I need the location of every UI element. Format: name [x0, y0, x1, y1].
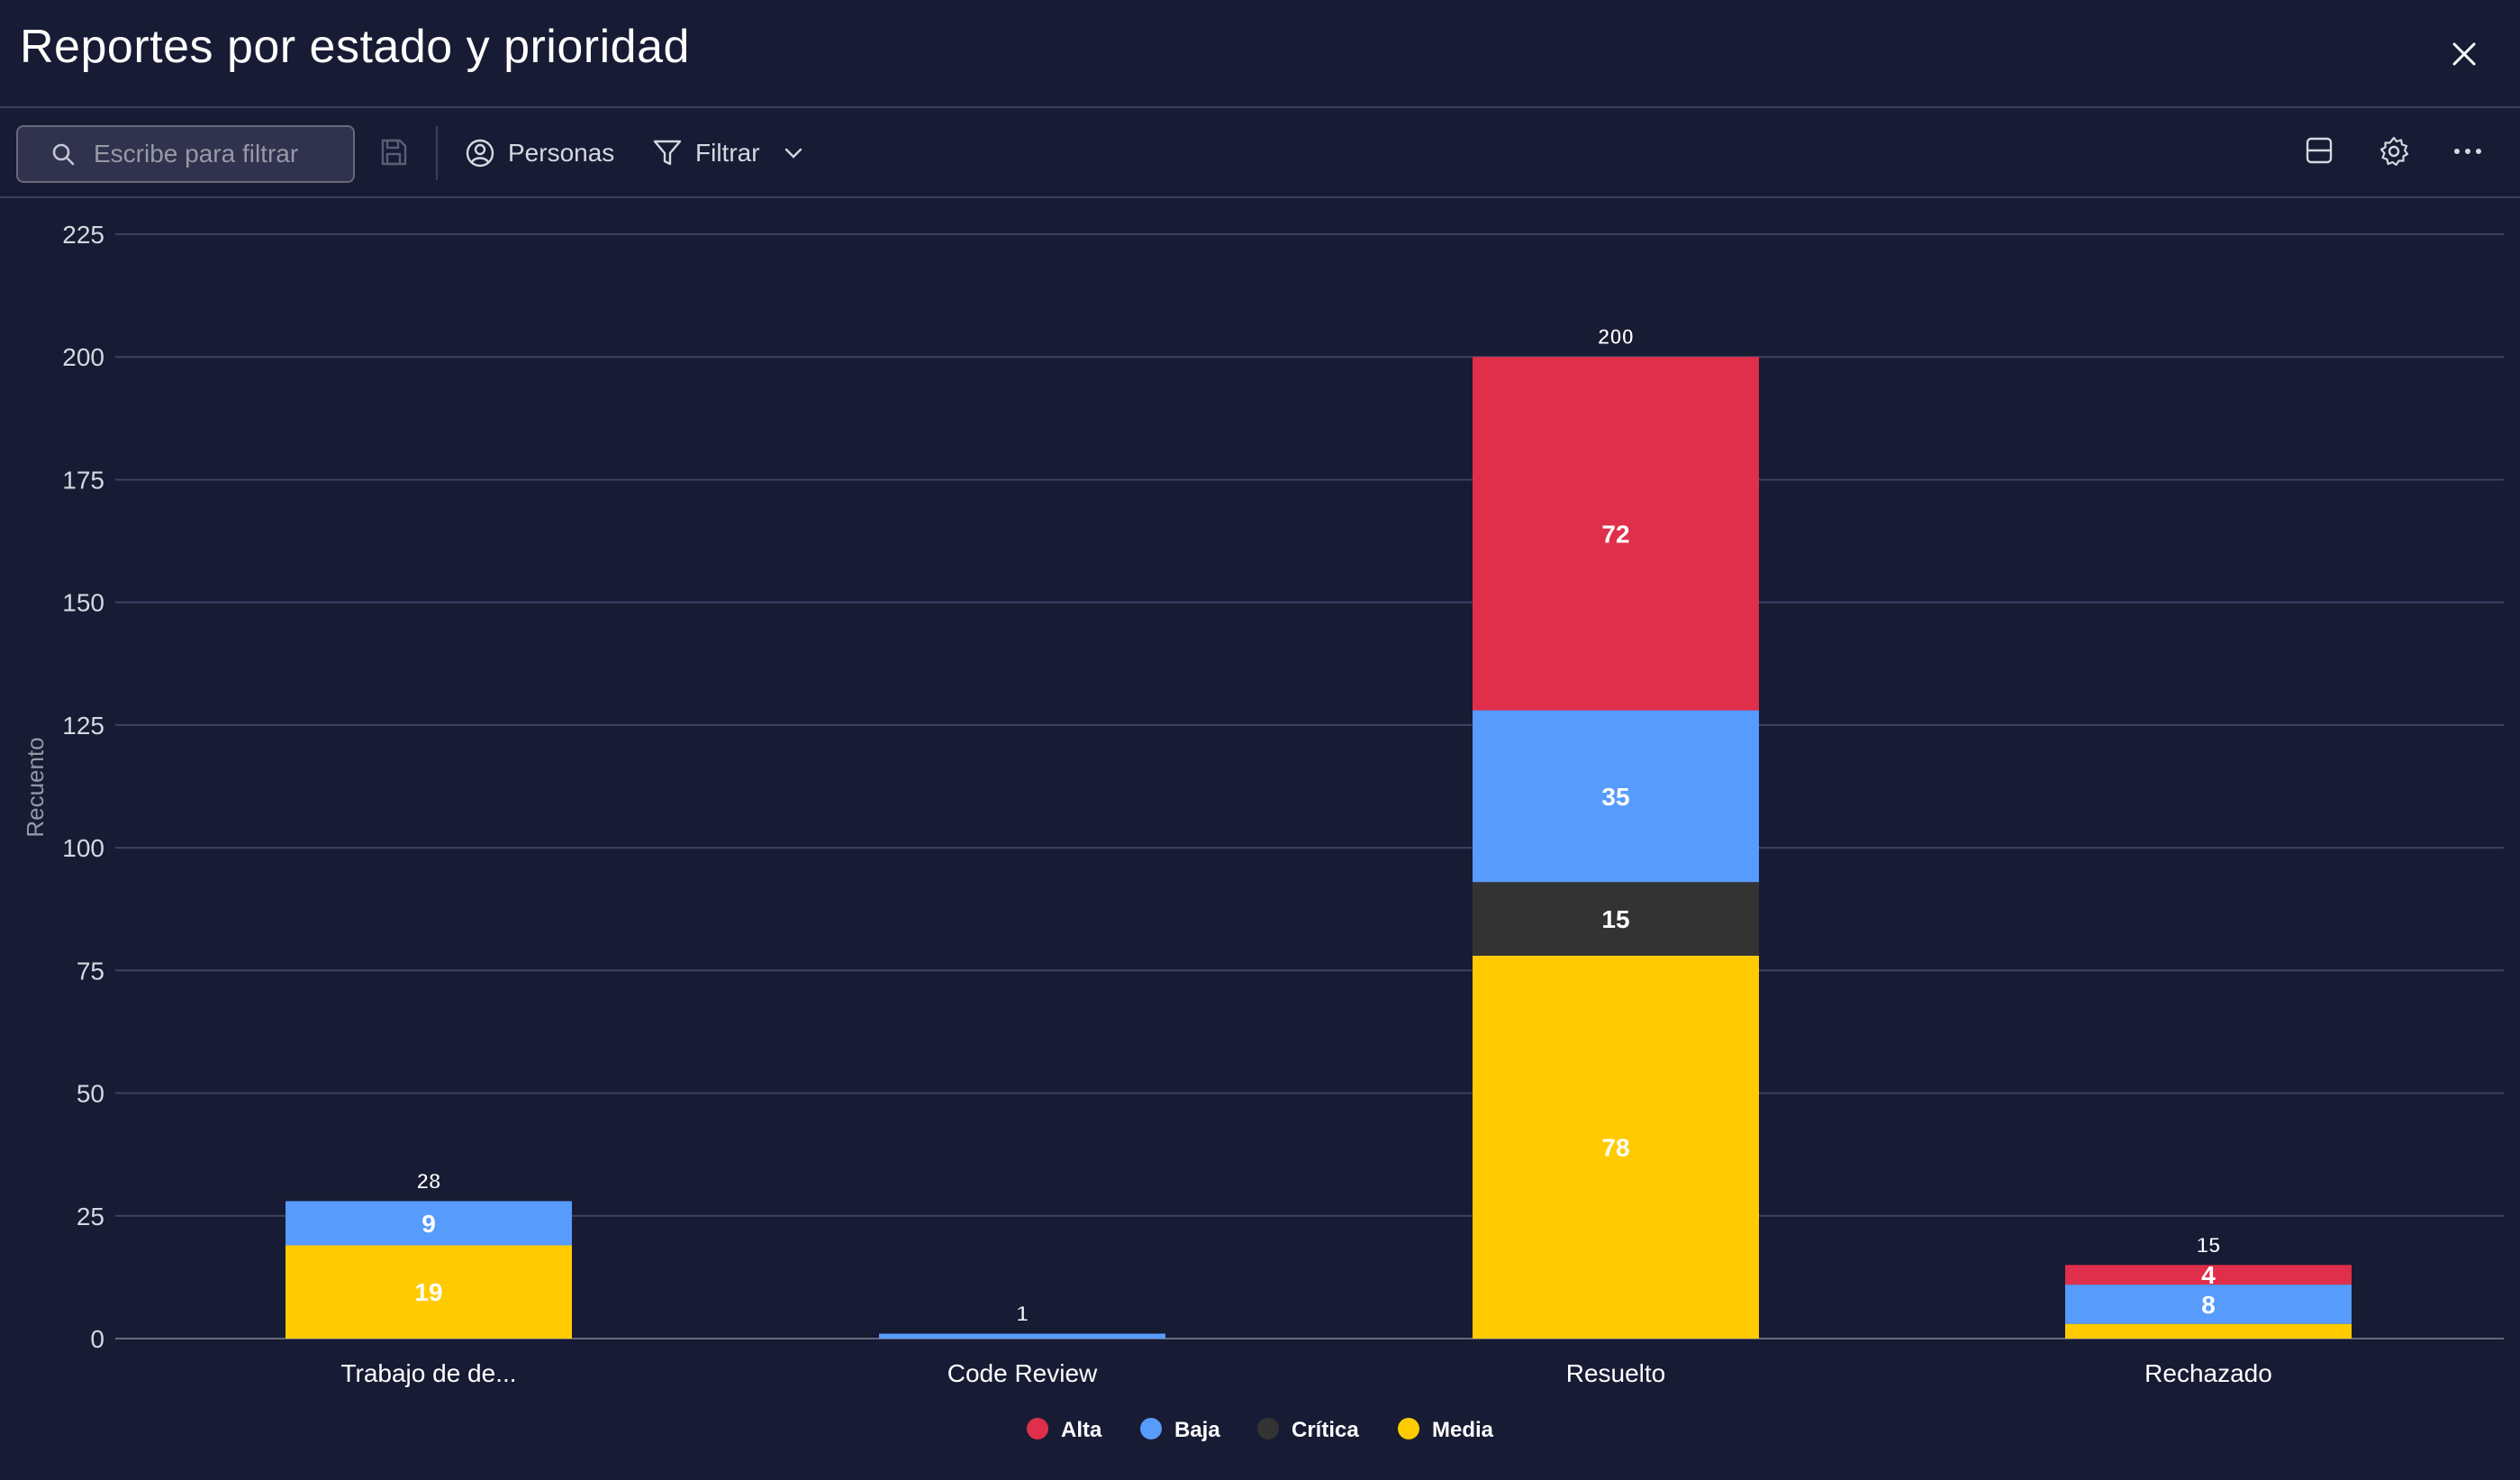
segment-value-label: 19	[414, 1278, 442, 1306]
y-tick-label: 150	[62, 589, 104, 617]
bar-segment-alta	[2065, 1265, 2352, 1285]
filter-label: Filtrar	[695, 139, 760, 167]
close-icon	[2452, 42, 2476, 66]
y-tick-label: 0	[90, 1325, 104, 1353]
bar-segment-baja	[1473, 710, 1759, 883]
bar-segment-media	[2065, 1323, 2352, 1339]
search-box[interactable]	[16, 125, 355, 183]
bar-total-label: 15	[2197, 1233, 2221, 1258]
bar-segment-baja	[286, 1201, 572, 1246]
search-icon	[52, 143, 75, 166]
y-tick-label: 200	[62, 343, 104, 371]
legend-dot-media	[1398, 1418, 1419, 1439]
chart-area: 0 25 50 75 100 125 150 175 200 225 Recuento 19 9 28 Tr…	[0, 200, 2520, 1480]
y-tick-label: 50	[77, 1080, 104, 1108]
bar-segment-alta	[1473, 357, 1759, 711]
x-tick-label: Trabajo de de...	[340, 1359, 516, 1387]
bar-total-label: 1	[1016, 1303, 1028, 1327]
legend-label: Crítica	[1292, 1418, 1359, 1442]
persons-filter-button[interactable]: Personas	[465, 130, 614, 177]
legend-dot-baja	[1140, 1418, 1162, 1439]
stacked-bar-chart: 0 25 50 75 100 125 150 175 200 225 Recuento 19 9 28 Tr…	[22, 221, 2504, 1442]
page-title: Reportes por estado y prioridad	[20, 21, 690, 73]
legend-label: Baja	[1174, 1418, 1220, 1442]
segment-value-label: 78	[1601, 1133, 1629, 1161]
x-tick-label: Rechazado	[2144, 1359, 2272, 1387]
filter-icon	[653, 140, 682, 166]
x-tick-label: Code Review	[947, 1359, 1098, 1387]
layout-icon[interactable]	[2304, 135, 2334, 166]
legend-dot-crítica	[1257, 1418, 1279, 1439]
search-input[interactable]	[92, 139, 330, 169]
bar-total-label: 28	[417, 1169, 441, 1194]
y-tick-label: 25	[77, 1203, 104, 1230]
toolbar: Personas Filtrar	[0, 108, 2520, 198]
y-tick-label: 125	[62, 712, 104, 740]
save-icon[interactable]	[378, 137, 409, 168]
more-options-icon[interactable]	[2452, 142, 2484, 160]
toolbar-divider	[436, 126, 438, 180]
legend-label: Alta	[1061, 1418, 1102, 1442]
bar-segment-media	[1473, 955, 1759, 1339]
y-axis-label: Recuento	[22, 737, 49, 837]
bar-total-label: 200	[1598, 325, 1634, 350]
bar-segment-baja	[2065, 1285, 2352, 1324]
modal-header: Reportes por estado y prioridad	[0, 0, 2520, 108]
segment-value-label: 9	[422, 1210, 436, 1238]
persons-label: Personas	[508, 139, 615, 167]
y-tick-label: 75	[77, 957, 104, 985]
segment-value-label: 35	[1601, 783, 1629, 811]
chevron-down-icon[interactable]	[784, 144, 803, 162]
bar-segment-baja	[879, 1333, 1165, 1339]
segment-value-label: 4	[2201, 1261, 2216, 1289]
legend-dot-alta	[1027, 1418, 1048, 1439]
bar-segment-crítica	[1473, 882, 1759, 956]
x-tick-label: Resuelto	[1566, 1359, 1666, 1387]
segment-value-label: 15	[1601, 905, 1629, 933]
filter-button[interactable]: Filtrar	[652, 130, 760, 177]
close-button[interactable]	[2441, 31, 2488, 77]
settings-gear-icon[interactable]	[2378, 135, 2410, 168]
y-tick-label: 225	[62, 221, 104, 249]
legend-label: Media	[1432, 1418, 1494, 1442]
bar-segment-media	[286, 1245, 572, 1339]
y-tick-label: 175	[62, 466, 104, 494]
y-tick-label: 100	[62, 834, 104, 862]
segment-value-label: 72	[1601, 520, 1629, 548]
segment-value-label: 8	[2201, 1291, 2216, 1319]
person-icon	[466, 139, 494, 168]
